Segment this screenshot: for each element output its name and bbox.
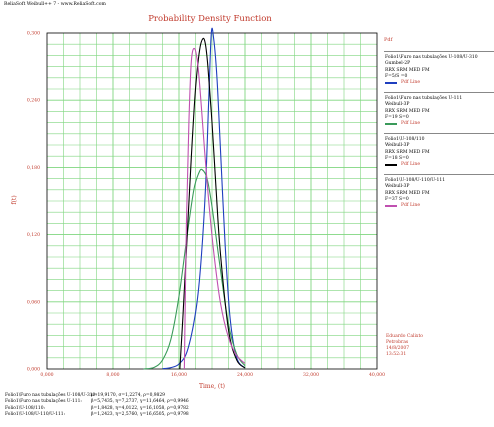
legend-entry: Folio1\Furo nas tubulações U-108/U-310 Gu… — [384, 51, 494, 89]
y-tick-label: 0,240 — [27, 98, 40, 104]
legend-entry-text: RRX SRM MED FM — [385, 67, 430, 73]
legend-entry-text: F=5/S =0 — [385, 73, 408, 79]
parameter-row: Folio1\Furo nas tubulações U-108/U-310: μ… — [5, 393, 165, 398]
x-tick-label: 32,000 — [303, 372, 319, 378]
legend-line-item: Pdf Line — [385, 162, 494, 168]
legend-entry-text: Weibull-3P — [385, 102, 410, 108]
parameter-row: Folio1\U-108/U-110/U-111: β=1,2423, η=2,5… — [5, 411, 189, 417]
legend-entry-text: Gumbel-2P — [385, 61, 411, 67]
legend-entry: Folio1\U-108/110 Weibull-3P RRX SRM MED FM… — [384, 133, 494, 171]
report-date: 14/8/2007 — [386, 346, 410, 351]
y-tick-label: 0,300 — [27, 31, 40, 37]
parameter-list: Folio1\Furo nas tubulações U-108/U-310: μ… — [5, 393, 189, 418]
legend-header: Pdf — [384, 37, 393, 43]
x-tick-label: 16,000 — [171, 372, 187, 378]
legend-line-label: Pdf Line — [401, 121, 420, 127]
legend-line-label: Pdf Line — [401, 162, 420, 168]
user-name: Eduardo Calixto — [386, 334, 423, 339]
legend-line-label: Pdf Line — [401, 80, 420, 86]
legend-entry-text: Folio1\U-108/110 — [385, 137, 425, 143]
legend-entry-text: Folio1\Furo nas tubulações U-111 — [385, 96, 463, 102]
legend-line-item: Pdf Line — [385, 121, 494, 127]
y-tick-label: 0,180 — [27, 165, 40, 171]
y-tick-label: 0,060 — [27, 299, 40, 305]
legend-entry: Folio1\Furo nas tubulações U-111 Weibull-… — [384, 92, 494, 130]
legend-entry-text: RRX SRM MED FM — [385, 149, 430, 155]
legend-swatch — [385, 205, 397, 207]
x-tick-label: 0,000 — [40, 372, 53, 378]
legend-line-label: Pdf Line — [401, 203, 420, 209]
parameter-row: Folio1\U-108/110: β=1,8428, η=4,0122, γ=1… — [5, 405, 189, 411]
legend-line-item: Pdf Line — [385, 203, 494, 209]
y-tick-label: 0,120 — [27, 232, 40, 238]
legend-entry-text: F=37 S=0 — [385, 196, 409, 202]
parameter-row: Folio1\Furo nas tubulações U-111: β=5,743… — [5, 399, 189, 405]
legend-entry: Folio1\U-108/U-110/U-111 Weibull-3P RRX SR… — [384, 174, 494, 212]
x-tick-label: 40,000 — [369, 372, 385, 378]
plot-frame — [46, 32, 378, 370]
y-tick-label: 0,000 — [27, 367, 40, 373]
y-axis-label: f(t) — [11, 195, 18, 204]
legend-entry-text: Weibull-3P — [385, 143, 410, 149]
legend-entry-text: Folio1\Furo nas tubulações U-108/U-310 — [385, 55, 478, 61]
x-tick-label: 24,000 — [237, 372, 253, 378]
x-axis-label: Time, (t) — [199, 383, 225, 390]
app-title: ReliaSoft Weibull++ 7 - www.ReliaSoft.co… — [4, 2, 106, 7]
legend: Pdf Folio1\Furo nas tubulações U-108/U-3… — [384, 37, 494, 212]
legend-swatch — [385, 123, 397, 125]
x-tick-label: 8,000 — [106, 372, 119, 378]
series-line-3 — [179, 37, 246, 370]
legend-swatch — [385, 82, 397, 84]
user-info: Eduardo Calixto Petrobras 14/8/2007 13:5… — [386, 334, 423, 358]
legend-entry-text: RRX SRM MED FM — [385, 190, 430, 196]
legend-entry-text: RRX SRM MED FM — [385, 108, 430, 114]
chart-title: Probability Density Function — [148, 14, 272, 24]
legend-entry-text: Weibull-3P — [385, 184, 410, 190]
report-time: 13:52:31 — [386, 352, 407, 357]
legend-entry-text: F=18 S=0 — [385, 155, 409, 161]
legend-entry-text: F=19 S=0 — [385, 114, 409, 120]
legend-line-item: Pdf Line — [385, 80, 494, 86]
legend-entry-text: Folio1\U-108/U-110/U-111 — [385, 178, 446, 184]
company-name: Petrobras — [386, 340, 409, 345]
legend-swatch — [385, 164, 397, 166]
series-line-4 — [183, 47, 246, 370]
